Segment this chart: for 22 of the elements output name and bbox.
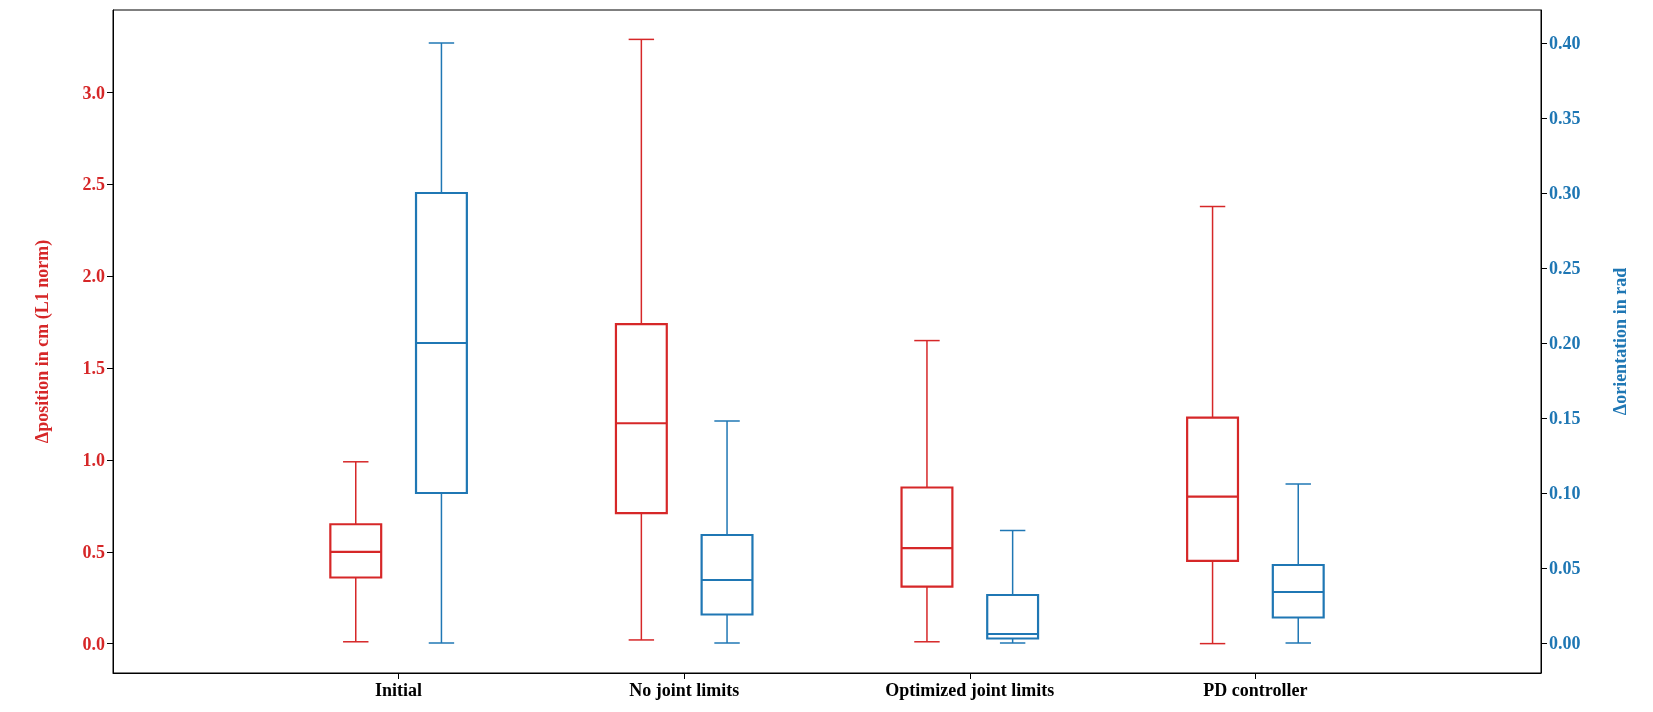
y-axis-title: Δposition in cm (L1 norm) — [32, 239, 53, 444]
x-tick-label: No joint limits — [629, 680, 740, 700]
x-tick-label: Optimized joint limits — [885, 680, 1055, 700]
y2-tick-label: 0.30 — [1549, 183, 1581, 203]
y-tick-label: 2.0 — [82, 266, 105, 287]
y2-tick-label: 0.40 — [1549, 33, 1581, 53]
y-tick-label: 1.0 — [82, 449, 105, 470]
y2-tick-label: 0.20 — [1549, 333, 1581, 353]
y2-tick-label: 0.05 — [1549, 558, 1581, 578]
x-tick-label: Initial — [375, 680, 423, 700]
x-tick-label: PD controller — [1203, 680, 1308, 700]
y-tick-label: 2.5 — [82, 174, 105, 195]
y2-tick-label: 0.35 — [1549, 108, 1581, 128]
y2-axis-title: Δorientation in rad — [1610, 267, 1630, 416]
y-tick-label: 1.5 — [82, 358, 105, 379]
y2-tick-label: 0.10 — [1549, 483, 1581, 503]
y-tick-label: 0.0 — [82, 633, 105, 654]
y2-tick-label: 0.15 — [1549, 408, 1581, 428]
y2-tick-label: 0.25 — [1549, 258, 1581, 278]
y-tick-label: 3.0 — [82, 82, 105, 103]
y-tick-label: 0.5 — [82, 541, 105, 562]
y2-tick-label: 0.00 — [1549, 633, 1581, 653]
